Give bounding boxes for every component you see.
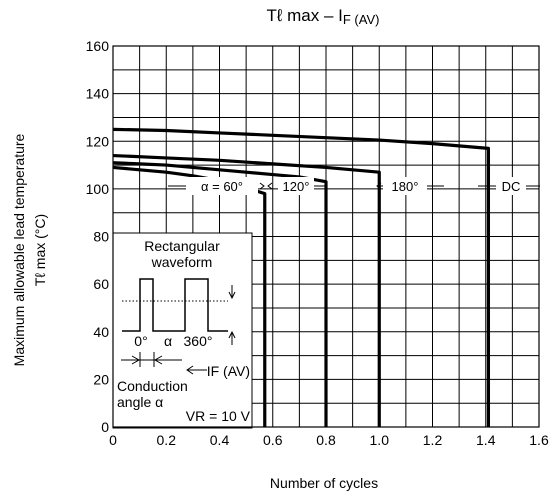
- series-label-60: α = 60°: [201, 179, 243, 194]
- x-tick-label: 0.2: [157, 432, 177, 448]
- chart-title-main: Tℓ max – I: [267, 6, 343, 25]
- y-tick-label: 160: [86, 38, 110, 54]
- x-tick-label: 0.4: [210, 432, 230, 448]
- inset-waveform: Rectangular waveform 0° α 360° IF (AV) C…: [112, 232, 253, 429]
- label-bg-60: [186, 177, 258, 195]
- y-tick-labels: 0 20 40 60 80 100 120 140 160: [86, 38, 110, 435]
- series-line-2: [112, 153, 381, 427]
- inset-360-label: 360°: [184, 333, 213, 349]
- x-tick-labels: 0 0.2 0.4 0.6 0.8 1.0 1.2 1.4 1.6: [109, 432, 549, 448]
- y-tick-label: 0: [101, 419, 109, 435]
- y-tick-label: 20: [93, 371, 109, 387]
- y-tick-label: 60: [93, 276, 109, 292]
- chart-title-sub: F (AV): [343, 12, 380, 27]
- waveform-line: [122, 278, 228, 332]
- y-tick-label: 120: [86, 133, 110, 149]
- label-bg-dc: [496, 177, 526, 195]
- y-tick-label: 140: [86, 86, 110, 102]
- chart-title: Tℓ max – IF (AV): [267, 6, 380, 27]
- x-tick-label: 0: [109, 432, 117, 448]
- inset-alpha-label: α: [164, 333, 172, 349]
- label-bg-120: [278, 177, 314, 195]
- plot-border: [112, 45, 540, 428]
- inset-current-label: IF (AV): [207, 363, 250, 379]
- inset-conduction-2: angle α: [117, 394, 163, 410]
- y-tick-label: 80: [93, 229, 109, 245]
- x-tick-label: 0.8: [316, 432, 336, 448]
- x-tick-label: 0.6: [263, 432, 283, 448]
- inset-conduction-1: Conduction: [117, 378, 188, 394]
- inset-title-1: Rectangular: [144, 238, 220, 254]
- x-tick-label: 1.4: [476, 432, 496, 448]
- x-tick-label: 1.6: [529, 432, 549, 448]
- series-label-120: 120°: [283, 179, 310, 194]
- y-tick-label: 100: [86, 181, 110, 197]
- y-tick-label: 40: [93, 324, 109, 340]
- x-axis-label: Number of cycles: [270, 475, 378, 491]
- series-line-3: [112, 127, 491, 427]
- y-axis-label: Maximum allowable lead temperature: [11, 133, 27, 366]
- label-arrows: [168, 182, 540, 190]
- series-label-dc: DC: [502, 179, 521, 194]
- inset-zero-label: 0°: [134, 333, 147, 349]
- label-bg-180: [383, 177, 427, 195]
- x-tick-label: 1.0: [370, 432, 390, 448]
- inset-vr-label: VR = 10 V: [186, 408, 251, 424]
- y-axis-label-unit: Tℓ max (°C): [32, 214, 48, 286]
- series-label-180: 180°: [392, 179, 419, 194]
- inset-title-2: waveform: [151, 254, 213, 270]
- x-tick-label: 1.2: [423, 432, 443, 448]
